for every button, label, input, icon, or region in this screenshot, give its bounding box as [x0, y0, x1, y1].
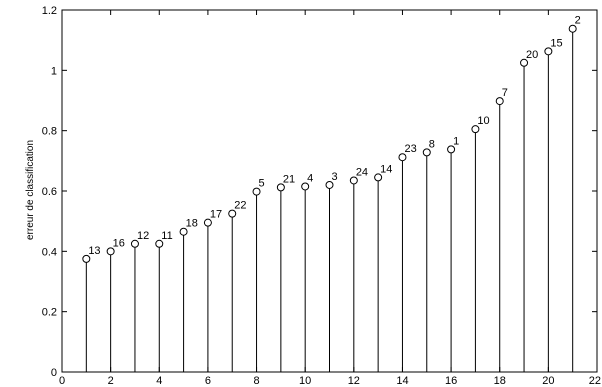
x-tick-label: 22: [589, 375, 601, 387]
stem-marker: [106, 247, 115, 256]
point-label: 12: [137, 230, 149, 242]
point-label: 10: [477, 115, 489, 127]
point-label: 8: [429, 138, 435, 150]
point-label: 15: [550, 37, 562, 49]
x-tick-label: 4: [156, 375, 162, 387]
stem-marker: [82, 254, 91, 263]
point-label: 7: [502, 87, 508, 99]
point-label: 13: [88, 245, 100, 257]
stem-marker: [495, 97, 504, 106]
point-label: 16: [113, 237, 125, 249]
stem-marker: [447, 145, 456, 154]
stem-marker: [252, 187, 261, 196]
stem-marker: [422, 148, 431, 157]
y-tick-label: 1.2: [42, 5, 57, 17]
x-tick-label: 14: [396, 375, 408, 387]
x-tick-label: 8: [253, 375, 259, 387]
y-tick-label: 0.6: [42, 186, 57, 198]
point-label: 4: [307, 172, 313, 184]
x-tick-label: 6: [205, 375, 211, 387]
x-tick-label: 0: [59, 375, 65, 387]
point-label: 17: [210, 209, 222, 221]
x-tick-label: 18: [494, 375, 506, 387]
stem-marker: [276, 183, 285, 192]
x-tick-label: 2: [108, 375, 114, 387]
point-label: 23: [404, 143, 416, 155]
stem-marker: [325, 180, 334, 189]
stem-marker: [301, 182, 310, 191]
stem-marker: [544, 47, 553, 56]
x-tick-label: 16: [445, 375, 457, 387]
point-label: 24: [356, 166, 368, 178]
point-label: 14: [380, 163, 392, 175]
point-label: 3: [332, 171, 338, 183]
y-axis-label: erreur de classification: [25, 140, 36, 240]
point-label: 5: [259, 178, 265, 190]
y-axis-title: erreur de classification: [25, 140, 36, 240]
point-label: 11: [161, 230, 172, 242]
y-axis-ticks: 0 0.2 0.4 0.6 0.8 1 1.2: [42, 5, 597, 379]
x-tick-label: 12: [348, 375, 360, 387]
stem-marker: [179, 227, 188, 236]
point-label: 1: [453, 135, 459, 147]
point-label: 22: [234, 200, 246, 212]
x-tick-label: 10: [299, 375, 311, 387]
stem-marker: [130, 239, 139, 248]
y-tick-label: 0.4: [42, 246, 57, 258]
y-tick-label: 0: [51, 367, 57, 379]
point-label: 21: [283, 173, 295, 185]
stem-marker: [228, 209, 237, 218]
stem-marker: [155, 239, 164, 248]
stem-series: 13 16 12 11 18 17 22 5 21 4 3 24 14 23 8 1 10 7 20 15 2: [82, 15, 581, 372]
stem-marker: [568, 24, 577, 33]
y-tick-label: 1: [51, 65, 57, 77]
stem-marker: [203, 218, 212, 227]
point-label: 20: [526, 49, 538, 61]
y-tick-label: 0.8: [42, 126, 57, 138]
x-tick-label: 20: [542, 375, 554, 387]
point-label: 2: [575, 15, 581, 27]
stem-marker: [374, 173, 383, 182]
stem-marker: [349, 176, 358, 185]
y-tick-label: 0.2: [42, 307, 57, 319]
stem-marker: [471, 125, 480, 134]
point-label: 18: [186, 218, 198, 230]
stem-marker: [520, 58, 529, 67]
stem-marker: [398, 153, 407, 162]
